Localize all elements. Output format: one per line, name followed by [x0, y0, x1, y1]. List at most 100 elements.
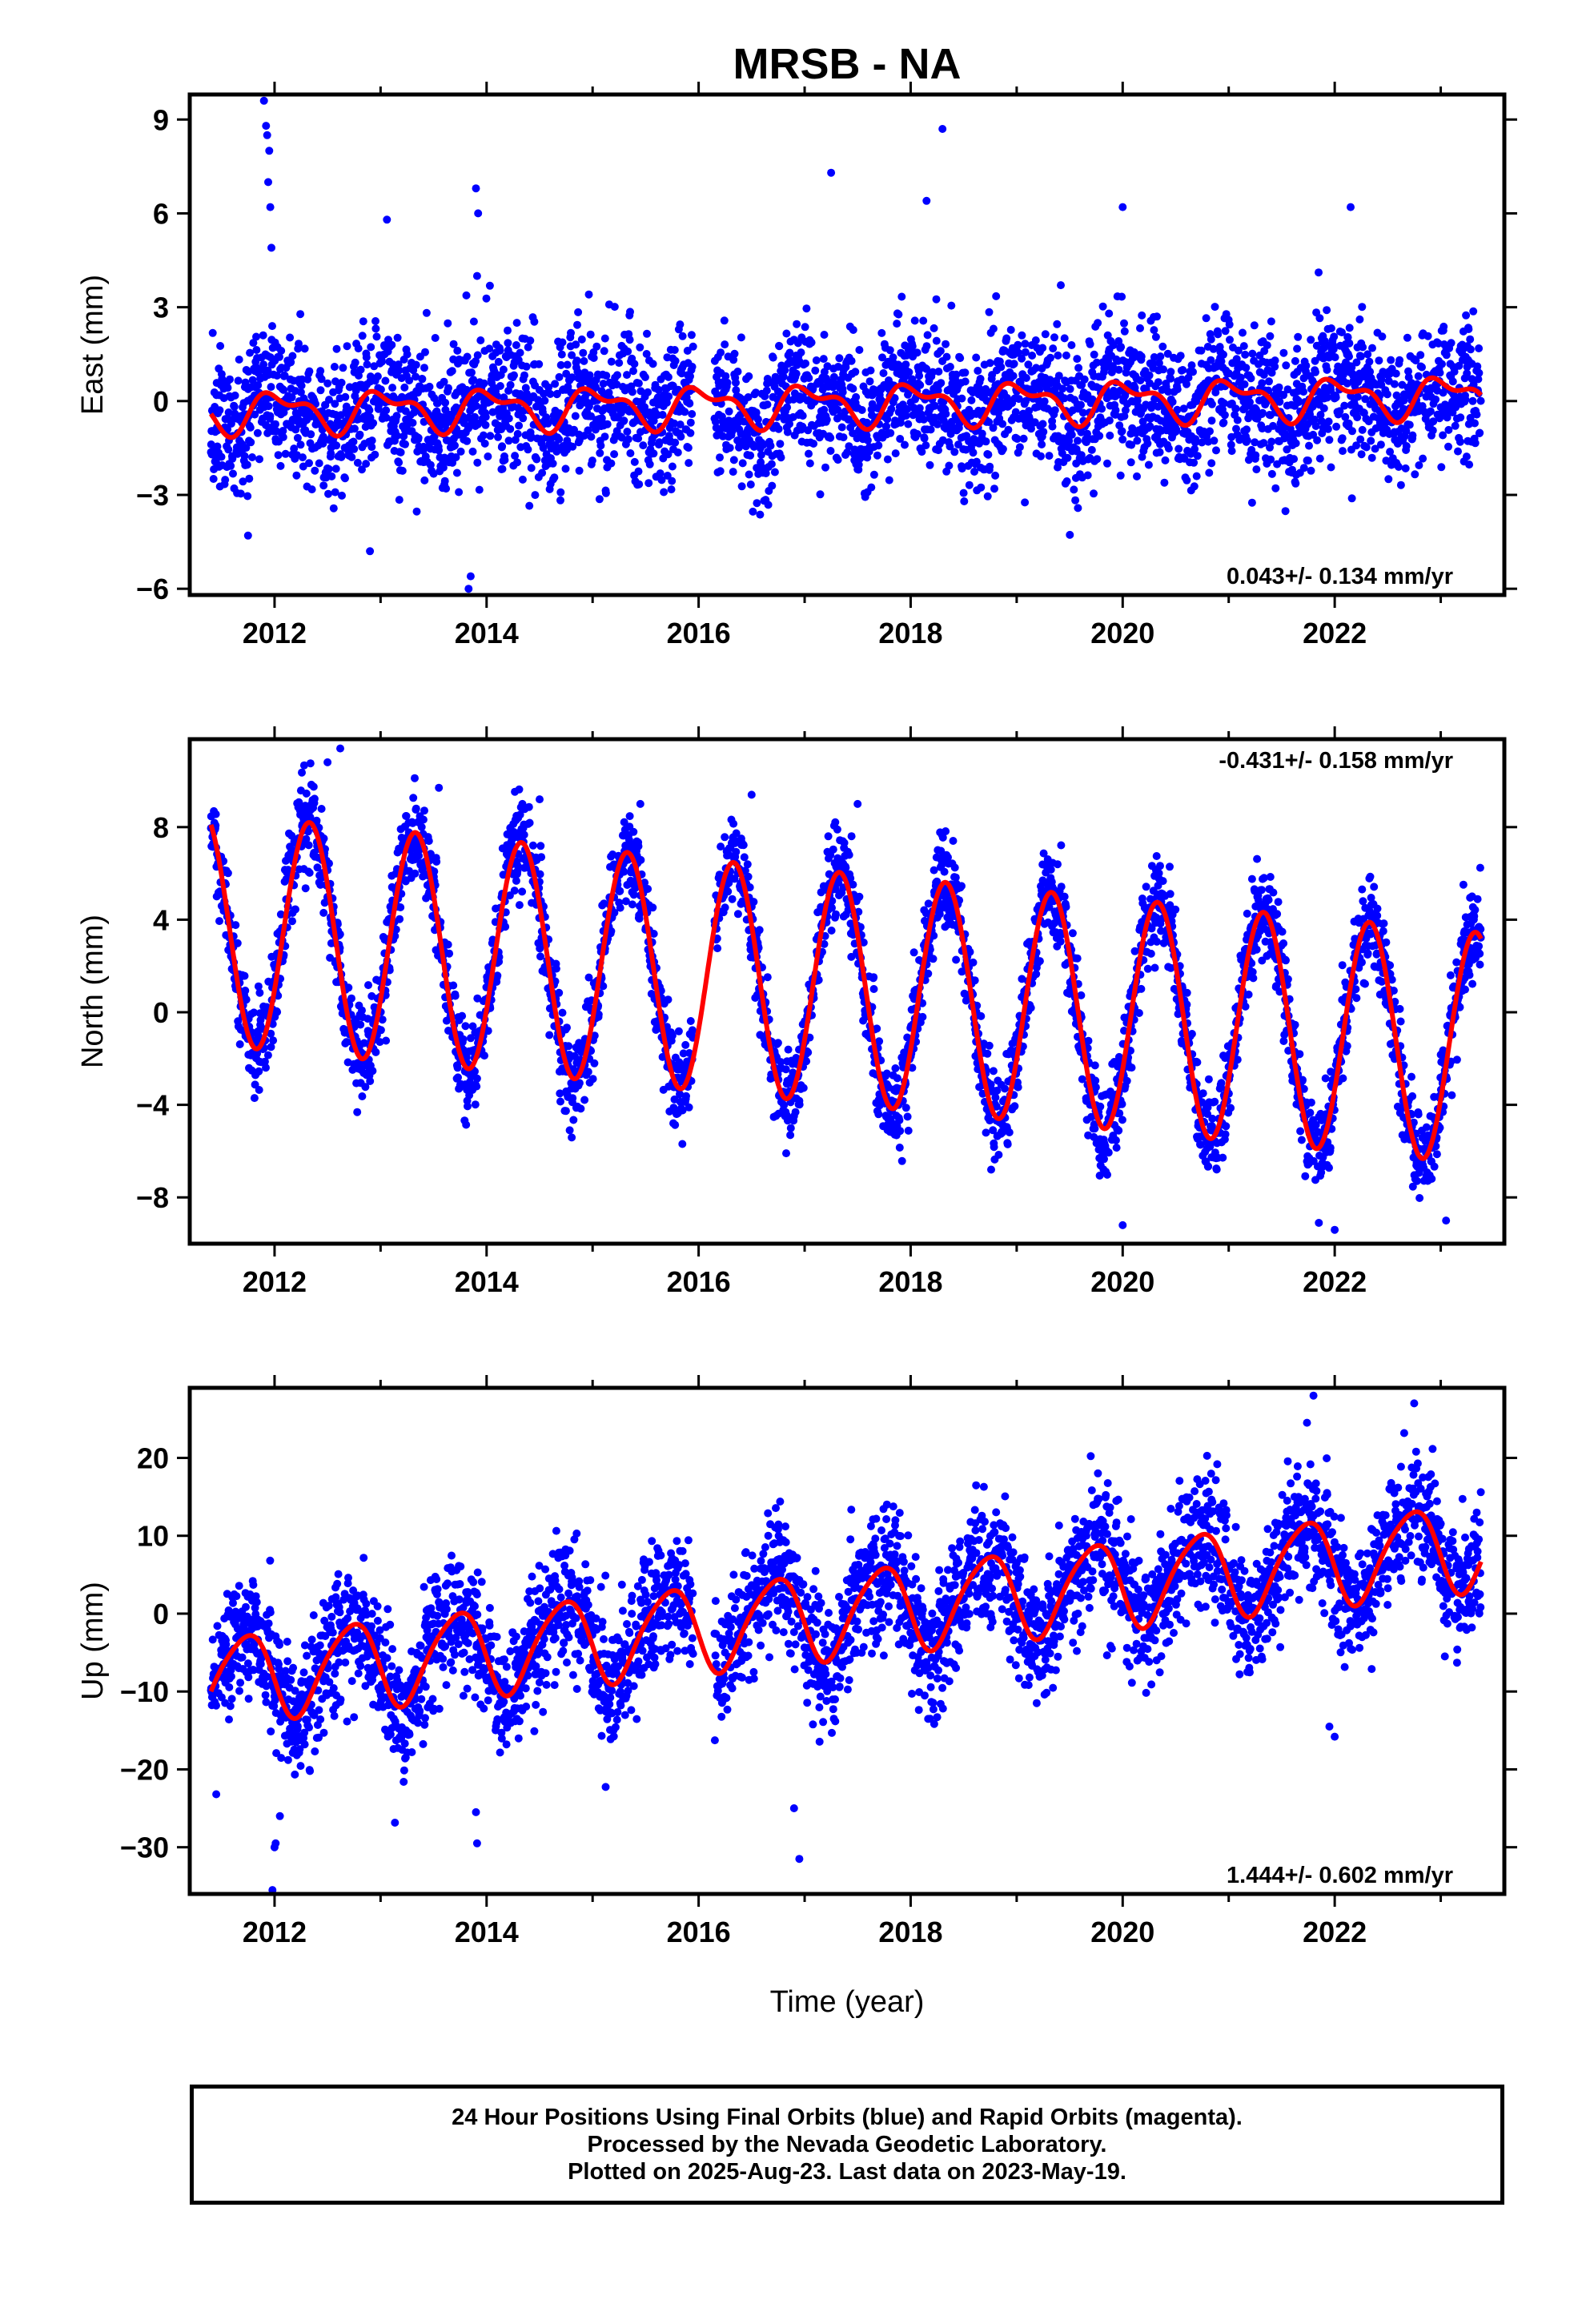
- east-data-point: [254, 381, 263, 389]
- east-data-point: [756, 510, 765, 519]
- east-data-point: [351, 358, 359, 367]
- east-data-point: [1144, 460, 1153, 469]
- east-data-point: [753, 415, 762, 424]
- east-data-point: [783, 428, 792, 436]
- north-data-point: [568, 1133, 576, 1142]
- east-data-point: [1475, 368, 1484, 377]
- east-data-point: [226, 375, 234, 384]
- east-data-point: [449, 340, 458, 348]
- east-data-point: [972, 353, 981, 362]
- east-data-point: [539, 444, 548, 452]
- north-data-point: [291, 905, 299, 914]
- north-data-point: [417, 822, 426, 831]
- east-data-point: [776, 440, 785, 448]
- east-data-point: [426, 460, 435, 469]
- east-data-point: [224, 408, 233, 416]
- east-data-point: [1074, 436, 1082, 445]
- east-data-point: [1401, 464, 1410, 472]
- east-data-point: [1077, 400, 1085, 409]
- east-data-point: [235, 356, 243, 364]
- east-data-point: [473, 351, 482, 360]
- east-data-point: [801, 323, 809, 332]
- north-points: [207, 744, 1485, 1234]
- east-data-point: [325, 396, 333, 404]
- east-data-point: [1454, 447, 1462, 456]
- east-data-point: [1094, 319, 1102, 328]
- east-data-point: [746, 451, 755, 460]
- east-data-point: [1315, 268, 1323, 277]
- east-data-point: [469, 317, 478, 326]
- east-data-point: [805, 374, 813, 382]
- east-data-point: [1462, 311, 1471, 320]
- east-data-point: [781, 366, 789, 375]
- north-data-point: [536, 952, 544, 961]
- east-data-point: [568, 351, 576, 360]
- east-data-point: [687, 331, 696, 340]
- east-data-point: [524, 445, 532, 454]
- east-data-point: [444, 319, 452, 328]
- east-data-point: [1447, 339, 1456, 348]
- east-data-point: [1019, 434, 1028, 443]
- east-data-point: [1054, 351, 1062, 360]
- north-data-point: [686, 1017, 695, 1025]
- east-data-point: [371, 324, 380, 333]
- north-data-point: [309, 782, 318, 791]
- east-data-point: [688, 363, 697, 371]
- east-data-point: [1469, 307, 1478, 316]
- east-data-point: [535, 360, 544, 368]
- east-data-point: [259, 331, 267, 340]
- east-x-tick-label: 2020: [1090, 617, 1154, 649]
- east-data-point: [745, 470, 753, 479]
- east-data-point: [761, 469, 770, 477]
- east-data-point: [403, 350, 412, 359]
- east-data-point: [916, 380, 925, 389]
- east-data-point: [279, 385, 288, 394]
- east-data-point: [732, 378, 740, 387]
- east-data-point: [1383, 390, 1391, 399]
- east-data-point: [851, 368, 860, 376]
- east-data-point: [688, 410, 697, 418]
- east-data-point: [945, 461, 954, 470]
- east-data-point: [1345, 339, 1354, 348]
- north-data-point: [472, 1074, 481, 1083]
- east-data-point: [849, 326, 857, 334]
- east-data-point: [958, 394, 966, 403]
- east-data-point: [327, 449, 335, 458]
- east-data-point: [744, 393, 753, 401]
- east-data-point: [723, 378, 732, 387]
- east-data-point: [1267, 317, 1275, 326]
- east-data-point: [915, 372, 924, 380]
- east-data-point: [316, 367, 325, 376]
- east-data-point: [484, 452, 492, 460]
- east-data-point: [677, 432, 685, 441]
- east-data-point: [1355, 315, 1364, 324]
- east-data-point: [371, 450, 379, 459]
- east-data-point: [300, 344, 309, 353]
- east-data-point: [1252, 465, 1261, 474]
- east-data-point: [936, 347, 945, 356]
- east-data-point: [288, 352, 297, 360]
- east-data-point: [721, 340, 729, 349]
- east-data-point: [525, 501, 534, 510]
- east-data-point: [1327, 463, 1335, 472]
- east-data-point: [1038, 420, 1047, 428]
- east-data-point: [1038, 440, 1046, 448]
- east-data-point: [816, 490, 825, 499]
- east-data-point: [749, 507, 757, 516]
- east-data-point: [1037, 452, 1045, 460]
- east-data-point: [1263, 341, 1271, 350]
- east-data-point: [1050, 406, 1059, 415]
- east-data-point: [339, 364, 347, 372]
- east-data-point: [721, 372, 730, 380]
- east-data-point: [1137, 352, 1146, 361]
- east-data-point: [395, 496, 404, 505]
- north-data-point: [409, 794, 418, 802]
- east-data-point: [905, 368, 913, 376]
- east-data-point: [1426, 407, 1435, 416]
- east-data-point: [630, 457, 639, 466]
- east-data-point: [577, 335, 586, 344]
- east-data-point: [829, 372, 838, 381]
- east-data-point: [965, 480, 974, 489]
- east-data-point: [969, 448, 978, 457]
